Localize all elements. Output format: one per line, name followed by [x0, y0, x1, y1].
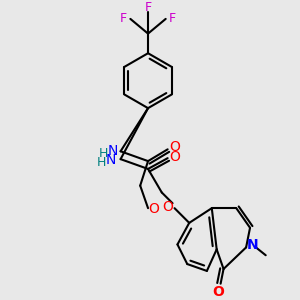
- Text: F: F: [145, 1, 152, 13]
- Text: H: H: [96, 156, 106, 169]
- Text: F: F: [169, 12, 176, 26]
- Text: O: O: [169, 150, 180, 164]
- Text: O: O: [162, 200, 173, 214]
- Text: O: O: [169, 140, 180, 154]
- Text: O: O: [148, 202, 159, 216]
- Text: N: N: [106, 153, 116, 167]
- Text: N: N: [107, 144, 118, 158]
- Text: F: F: [120, 12, 127, 26]
- Text: N: N: [247, 238, 259, 252]
- Text: H: H: [99, 147, 109, 160]
- Text: O: O: [213, 284, 225, 298]
